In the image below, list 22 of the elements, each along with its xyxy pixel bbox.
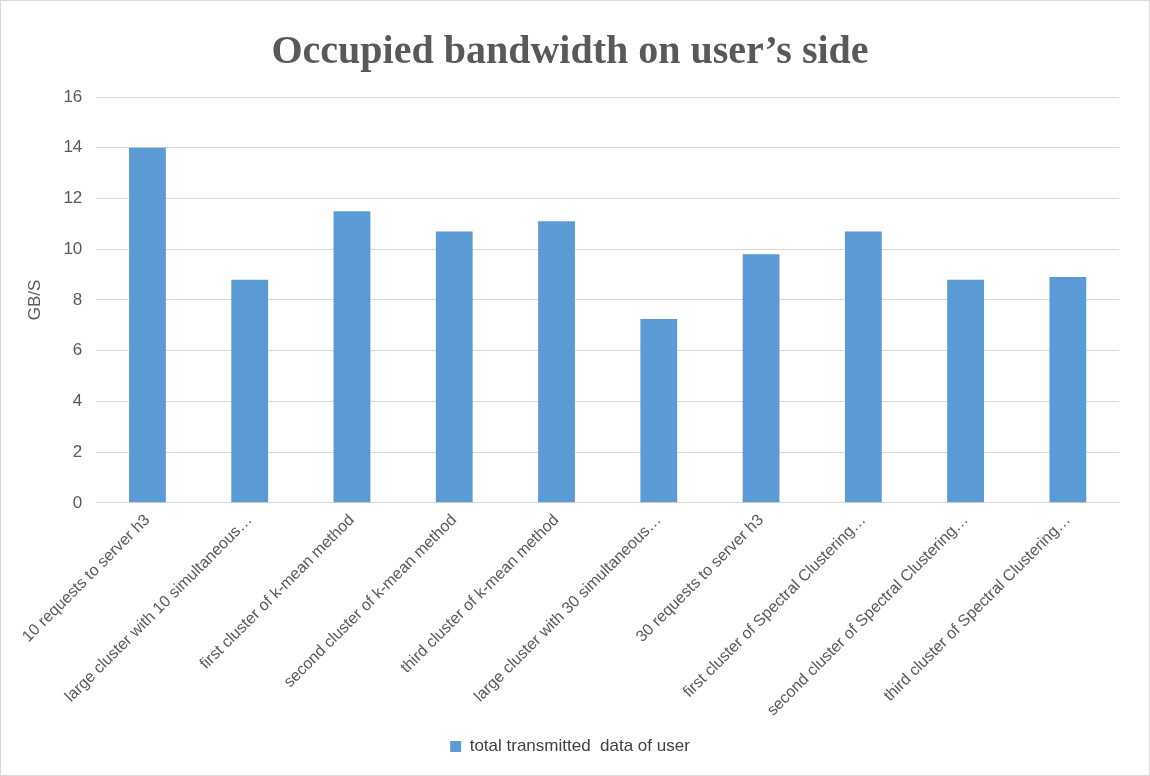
bar — [129, 147, 166, 503]
y-tick-label: 16 — [63, 86, 83, 106]
legend-label: total transmitted data of user — [469, 736, 691, 756]
y-tick-label: 8 — [72, 289, 83, 309]
y-tick-label: 0 — [72, 492, 83, 512]
chart-title: Occupied bandwidth on user’s side — [271, 27, 869, 73]
bar — [435, 231, 473, 503]
bar — [333, 211, 371, 503]
y-tick-label: 10 — [63, 238, 83, 258]
bar — [947, 279, 985, 503]
bar — [742, 254, 780, 503]
bar — [231, 279, 269, 503]
bar — [538, 221, 575, 503]
y-tick-label: 14 — [63, 137, 83, 157]
y-tick-label: 6 — [72, 340, 83, 360]
bar — [1049, 277, 1087, 503]
bar — [640, 318, 678, 503]
bar — [844, 231, 882, 503]
y-tick-label: 12 — [63, 188, 83, 208]
y-tick-label: 4 — [72, 391, 83, 411]
y-tick-label: 2 — [72, 441, 83, 461]
y-axis-title: GB/S — [24, 279, 44, 321]
